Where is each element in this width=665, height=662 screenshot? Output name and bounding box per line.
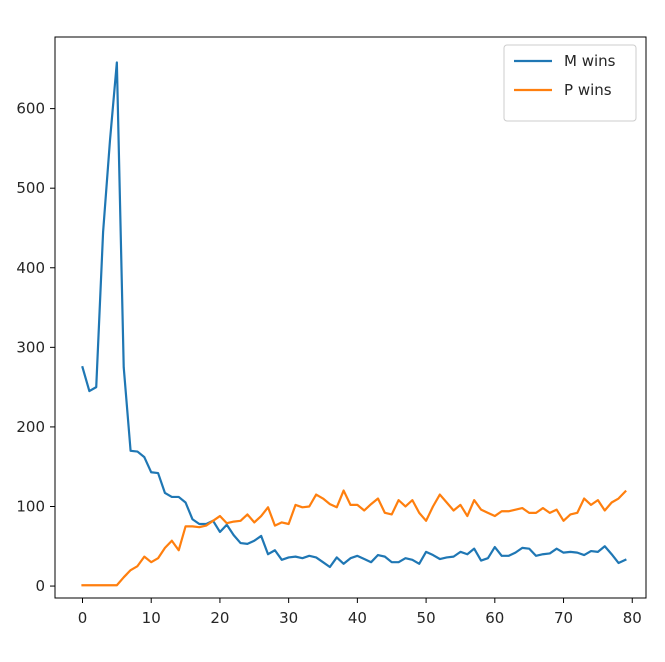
x-tick-label: 30 — [279, 609, 298, 627]
y-tick-label: 200 — [16, 418, 45, 436]
x-tick-label: 50 — [417, 609, 436, 627]
x-tick-label: 40 — [348, 609, 367, 627]
y-tick-label: 300 — [16, 338, 45, 356]
y-tick-label: 100 — [16, 497, 45, 515]
legend-label-m-wins: M wins — [564, 52, 616, 70]
legend: M wins P wins — [503, 44, 637, 122]
x-tick-label: 80 — [623, 609, 642, 627]
series-line-m-wins — [81, 61, 627, 569]
legend-box — [503, 44, 637, 122]
plot-content — [81, 61, 627, 587]
legend-label-p-wins: P wins — [564, 81, 612, 99]
plot-frame — [54, 36, 647, 599]
series-line-p-wins — [81, 489, 627, 587]
y-tick-label: 500 — [16, 179, 45, 197]
y-axis: 0 100 200 300 400 500 600 — [16, 100, 55, 595]
y-tick-label: 0 — [35, 577, 45, 595]
x-tick-label: 70 — [554, 609, 573, 627]
x-tick-label: 20 — [210, 609, 229, 627]
x-axis: 0 10 20 30 40 50 60 70 80 — [78, 598, 642, 627]
y-tick-label: 400 — [16, 259, 45, 277]
x-tick-label: 10 — [142, 609, 161, 627]
y-tick-label: 600 — [16, 100, 45, 118]
x-tick-label: 0 — [78, 609, 88, 627]
x-tick-label: 60 — [485, 609, 504, 627]
